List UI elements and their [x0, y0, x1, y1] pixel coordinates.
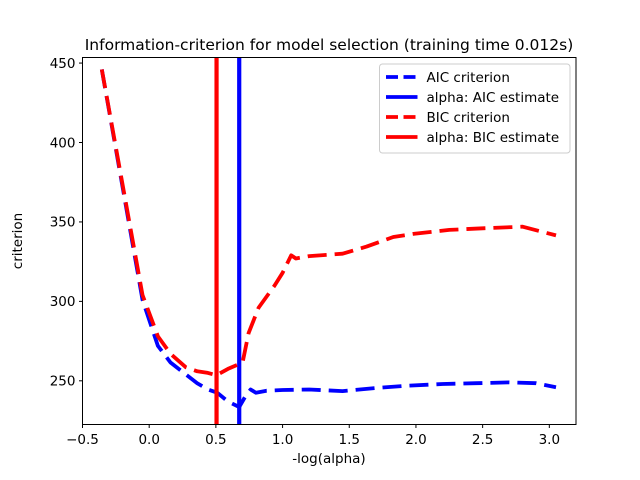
x-tick-label: 0.5: [205, 432, 226, 448]
y-tick-label: 300: [50, 294, 76, 310]
y-tick-label: 400: [50, 135, 76, 151]
x-axis-label: -log(alpha): [292, 451, 365, 467]
x-tick-label: 2.0: [405, 432, 426, 448]
legend-label: AIC criterion: [427, 70, 510, 86]
x-tick-label: 2.5: [472, 432, 493, 448]
x-tick-label: 1.5: [339, 432, 360, 448]
bic-criterion-curve: [99, 69, 557, 378]
y-tick-label: 250: [50, 374, 76, 390]
legend-label: alpha: AIC estimate: [427, 90, 560, 106]
x-tick-label: −0.5: [66, 432, 99, 448]
axes-frame: [82, 57, 577, 425]
x-tick-label: 0.0: [138, 432, 159, 448]
x-tick-label: 3.0: [539, 432, 560, 448]
y-axis-label: criterion: [10, 213, 26, 269]
y-tick-label: 350: [50, 215, 76, 231]
legend-box: [379, 63, 571, 154]
legend: AIC criterion alpha: AIC estimate BIC crit…: [379, 63, 571, 154]
plot-area: −0.5 0.0 0.5 1.0 1.5 2.0 2.5 3.0 250 300 350 400 450: [50, 56, 577, 448]
y-tick-label: 450: [50, 56, 76, 72]
legend-label: BIC criterion: [427, 110, 510, 126]
x-tick-label: 1.0: [272, 432, 293, 448]
legend-label: alpha: BIC estimate: [427, 130, 560, 146]
aic-criterion-curve: [99, 69, 557, 409]
chart-title: Information-criterion for model selectio…: [85, 36, 574, 54]
